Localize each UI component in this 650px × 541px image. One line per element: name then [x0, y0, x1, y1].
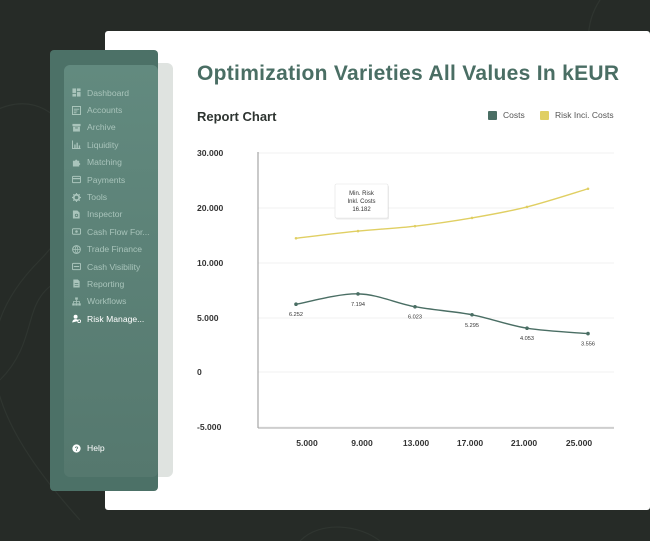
data-point-risk — [356, 229, 360, 233]
sidebar-item-label: Risk Manage... — [87, 313, 145, 324]
sidebar-item-workflows[interactable]: Workflows — [72, 293, 158, 310]
sidebar-item-matching[interactable]: Matching — [72, 154, 158, 171]
sidebar-item-label: Cash Visibility — [87, 261, 141, 272]
y-tick-label: -5.000 — [197, 422, 222, 432]
main-card — [105, 31, 650, 510]
sidebar-item-risk-management[interactable]: Risk Manage... — [72, 310, 158, 327]
data-point-risk — [413, 224, 417, 228]
sidebar-item-label: Accounts — [87, 105, 123, 116]
dashboard-icon — [72, 88, 81, 97]
help-link[interactable]: ? Help — [72, 443, 105, 453]
legend-label-costs: Costs — [503, 110, 525, 120]
document-search-icon — [72, 210, 81, 219]
data-point-costs — [470, 312, 474, 317]
sidebar-item-label: Workflows — [87, 296, 127, 307]
sidebar-item-label: Payments — [87, 174, 126, 185]
data-point-costs — [356, 292, 360, 296]
svg-text:?: ? — [75, 445, 79, 452]
sidebar — [64, 65, 158, 477]
y-tick-label: 30.000 — [197, 148, 224, 158]
data-point-risk — [294, 236, 298, 240]
data-point-risk — [586, 187, 590, 191]
sidebar-item-liquidity[interactable]: Liquidity — [72, 136, 158, 153]
x-tick-label: 13.000 — [403, 438, 430, 448]
data-label-costs: 6.252 — [289, 312, 303, 318]
sidebar-item-cash-visibility[interactable]: Cash Visibility — [72, 258, 158, 275]
series-line-risk — [295, 188, 589, 239]
series-line-costs — [295, 293, 589, 335]
annotation-box — [334, 183, 389, 219]
sidebar-item-tools[interactable]: Tools — [72, 188, 158, 205]
data-label-costs: 7.194 — [351, 302, 365, 308]
archive-icon — [72, 123, 81, 132]
sidebar-item-label: Dashboard — [87, 87, 130, 98]
x-tick-label: 17.000 — [457, 438, 484, 448]
sidebar-item-label: Trade Finance — [87, 244, 143, 255]
sidebar-item-trade-finance[interactable]: Trade Finance — [72, 241, 158, 258]
globe-icon — [72, 244, 81, 254]
risk-user-icon — [72, 314, 81, 324]
sidebar-item-label: Cash Flow For... — [87, 226, 150, 237]
gear-icon — [72, 192, 81, 202]
sidebar-item-accounts[interactable]: Accounts — [72, 101, 158, 118]
sidebar-item-cash-flow[interactable]: Cash Flow For... — [72, 223, 158, 240]
x-tick-label: 25.000 — [566, 438, 593, 448]
legend-swatch-costs — [488, 110, 497, 120]
sidebar-item-label: Liquidity — [87, 139, 119, 150]
sidebar-item-label: Tools — [87, 192, 108, 203]
puzzle-icon — [72, 158, 81, 167]
data-point-costs — [294, 302, 298, 307]
annotation-text: Inkl. Costs — [347, 199, 375, 205]
data-label-costs: 6.023 — [408, 315, 422, 321]
sidebar-nav: Dashboard Accounts Archive Liquidity Mat… — [72, 84, 158, 327]
legend-swatch-risk — [540, 110, 549, 120]
sidebar-item-label: Matching — [87, 157, 122, 168]
chart-title: Report Chart — [197, 109, 277, 124]
help-icon: ? — [72, 443, 81, 453]
data-point-risk — [470, 216, 474, 220]
data-point-costs — [525, 326, 529, 331]
y-tick-label: 0 — [197, 367, 202, 377]
sidebar-item-label: Archive — [87, 122, 116, 133]
legend-item-risk[interactable]: Risk Inci. Costs — [540, 110, 614, 120]
credit-card-icon — [72, 175, 81, 184]
liquidity-chart-icon — [72, 140, 81, 150]
data-label-costs: 5.295 — [465, 323, 479, 329]
legend-item-costs[interactable]: Costs — [488, 110, 525, 120]
sidebar-item-dashboard[interactable]: Dashboard — [72, 84, 158, 101]
sidebar-item-label: Reporting — [87, 278, 125, 289]
annotation-text: Min. Risk — [349, 191, 375, 197]
sidebar-item-payments[interactable]: Payments — [72, 171, 158, 188]
data-label-costs: 4.053 — [520, 336, 534, 342]
y-tick-label: 5.000 — [197, 313, 219, 323]
report-icon — [72, 279, 81, 289]
data-point-costs — [413, 304, 417, 309]
page-title: Optimization Varieties All Values In kEU… — [197, 62, 620, 85]
sidebar-item-inspector[interactable]: Inspector — [72, 206, 158, 223]
data-point-risk — [525, 205, 529, 209]
annotation-text: 16.182 — [352, 207, 371, 213]
x-tick-label: 9.000 — [351, 438, 373, 448]
legend-label-risk: Risk Inci. Costs — [555, 110, 614, 120]
cash-flow-icon — [72, 227, 81, 236]
sidebar-item-label: Inspector — [87, 209, 123, 220]
x-tick-label: 5.000 — [296, 438, 318, 448]
y-tick-label: 10.000 — [197, 258, 224, 268]
workflow-icon — [72, 297, 81, 306]
x-tick-label: 21.000 — [511, 438, 538, 448]
sidebar-item-reporting[interactable]: Reporting — [72, 275, 158, 292]
data-label-costs: 3.556 — [581, 342, 595, 348]
cash-visibility-icon — [72, 262, 81, 271]
sidebar-item-archive[interactable]: Archive — [72, 119, 158, 136]
data-point-costs — [586, 331, 590, 336]
help-label: Help — [87, 443, 105, 453]
y-tick-label: 20.000 — [197, 203, 224, 213]
accounts-icon — [72, 105, 81, 115]
